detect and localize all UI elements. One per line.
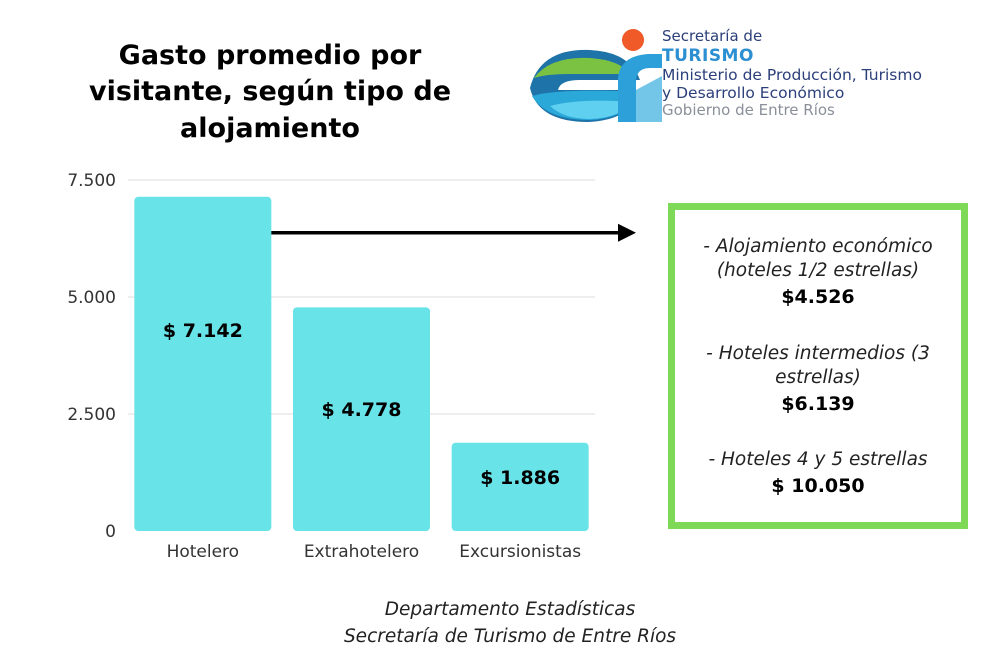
logo-line-secretaria: Secretaría de bbox=[662, 27, 763, 45]
footer-line-departamento: Departamento Estadísticas bbox=[384, 599, 636, 620]
arrow bbox=[271, 223, 636, 242]
y-tick-label: 0 bbox=[105, 522, 116, 542]
logo-emblem-icon bbox=[530, 29, 662, 122]
info-label: - Alojamiento económico (hoteles 1/2 est… bbox=[703, 235, 933, 282]
bar-extrahotelero bbox=[293, 307, 430, 531]
bars: $ 7.142 Hotelero $ 4.778 Extrahotelero $ 1.8… bbox=[134, 196, 589, 562]
arrow-head bbox=[618, 223, 636, 242]
logo-line-desarrollo: y Desarrollo Económico bbox=[662, 84, 845, 103]
data-label: $ 4.778 bbox=[322, 399, 402, 421]
info-label: - Hoteles 4 y 5 estrellas bbox=[708, 449, 928, 471]
logo-line-turismo: TURISMO bbox=[662, 45, 754, 66]
x-tick-label: Extrahotelero bbox=[304, 542, 419, 562]
logo-line-ministerio: Ministerio de Producción, Turismo bbox=[662, 65, 922, 84]
data-label: $ 1.886 bbox=[480, 467, 560, 489]
y-tick-label: 7.500 bbox=[67, 171, 116, 191]
x-tick-label: Hotelero bbox=[167, 542, 240, 562]
footer-line-secretaria: Secretaría de Turismo de Entre Ríos bbox=[343, 625, 677, 647]
hotel-breakdown-box: - Alojamiento económico (hoteles 1/2 est… bbox=[668, 203, 968, 529]
logo-line-gobierno: Gobierno de Entre Ríos bbox=[662, 101, 835, 120]
info-item-intermedios: - Hoteles intermedios (3 estrellas) $6.1… bbox=[675, 342, 961, 416]
y-axis-ticks: 0 2.500 5.000 7.500 bbox=[67, 171, 116, 542]
info-value: $ 10.050 bbox=[771, 475, 865, 498]
logo-text: Secretaría de TURISMO Ministerio de Prod… bbox=[662, 27, 922, 120]
chart-title: Gasto promedio por visitante, según tipo… bbox=[88, 40, 452, 144]
bar-chart: 0 2.500 5.000 7.500 $ 7.142 Hotelero $ 4.778 E… bbox=[67, 171, 636, 562]
y-tick-label: 5.000 bbox=[67, 288, 116, 308]
bar-excursionistas bbox=[451, 442, 589, 531]
y-tick-label: 2.500 bbox=[67, 405, 116, 425]
info-item-economico: - Alojamiento económico (hoteles 1/2 est… bbox=[675, 235, 961, 309]
source-footer: Departamento Estadísticas Secretaría de … bbox=[280, 597, 740, 651]
tourism-logo bbox=[530, 29, 662, 122]
bar-hotelero bbox=[134, 196, 272, 531]
x-tick-label: Excursionistas bbox=[459, 542, 581, 562]
info-value: $6.139 bbox=[781, 393, 855, 416]
info-label: - Hoteles intermedios (3 estrellas) bbox=[706, 342, 930, 389]
info-value: $4.526 bbox=[781, 286, 855, 309]
info-item-4-5-estrellas: - Hoteles 4 y 5 estrellas $ 10.050 bbox=[675, 448, 961, 497]
data-label: $ 7.142 bbox=[163, 320, 243, 342]
